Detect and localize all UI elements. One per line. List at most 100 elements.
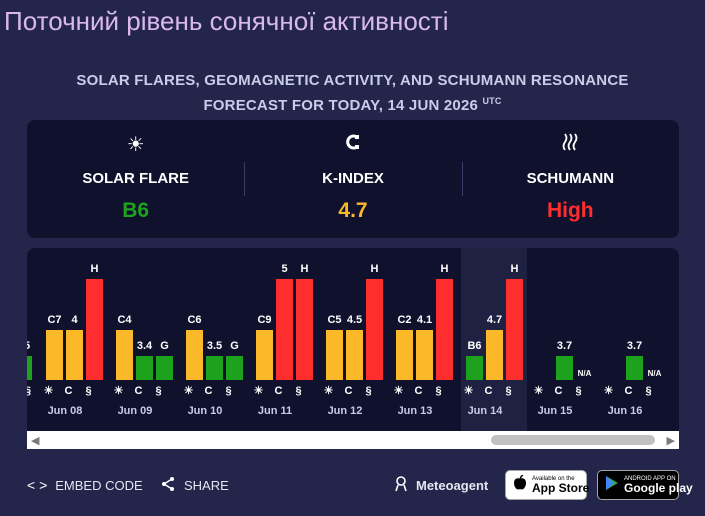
waves-icon: §	[225, 385, 231, 397]
waves-icon: §	[435, 385, 441, 397]
summary-value: High	[546, 199, 594, 222]
sun-icon: ☀	[254, 385, 264, 397]
chart-scrollbar[interactable]: ◀ ▶	[27, 431, 679, 449]
bar	[436, 279, 453, 380]
bar-label: 4	[71, 314, 78, 326]
summary-label: SOLAR FLARE	[82, 170, 189, 187]
bar-label: 4.1	[417, 314, 432, 326]
bar-label: 3.7	[557, 340, 572, 352]
bar-label: 5	[27, 340, 30, 352]
bar-label: 3.4	[137, 340, 153, 352]
summary-label: SCHUMANN	[526, 170, 615, 187]
bar-label: G	[160, 340, 169, 352]
app-store-button[interactable]: Available on the App Store	[505, 470, 589, 500]
google-play-button[interactable]: ANDROID APP ON Google play	[597, 470, 693, 500]
meteoagent-logo-icon	[394, 475, 408, 495]
bar-label: G	[230, 340, 239, 352]
meteoagent-link[interactable]: Meteoagent	[394, 468, 488, 502]
date-label: Jun 16	[608, 405, 643, 417]
magnet-icon: C	[485, 385, 493, 397]
scroll-left-arrow-icon[interactable]: ◀	[31, 435, 40, 447]
bar	[46, 330, 63, 380]
page-title: Поточний рівень сонячної активності	[4, 6, 449, 36]
bar	[396, 330, 413, 380]
bar-label: H	[441, 263, 449, 275]
scroll-right-arrow-icon[interactable]: ▶	[666, 435, 675, 447]
code-icon: < >	[27, 477, 48, 493]
waves-icon: §	[365, 385, 371, 397]
bar	[296, 279, 313, 380]
bar	[466, 356, 483, 380]
waves-icon: §	[575, 385, 581, 397]
bar	[626, 356, 643, 380]
bar	[506, 279, 523, 380]
bar-label: H	[301, 263, 309, 275]
summary-solar-flare: ☀ SOLAR FLARE B6	[27, 120, 244, 238]
sun-icon: ☀	[534, 385, 544, 397]
utc-label: UTC	[482, 96, 502, 106]
magnet-icon	[244, 132, 461, 158]
summary-panel: ☀ SOLAR FLARE B6 K-INDEX 4.7 SCHUMANN Hi…	[27, 120, 679, 238]
bar-label: 4.5	[347, 314, 362, 326]
magnet-icon: C	[625, 385, 633, 397]
bar-label: C7	[47, 314, 61, 326]
meteoagent-label: Meteoagent	[416, 477, 489, 493]
sun-icon: ☀	[604, 385, 614, 397]
bar	[226, 356, 243, 380]
magnet-icon: C	[205, 385, 213, 397]
embed-code-button[interactable]: < > EMBED CODE	[27, 468, 143, 502]
magnet-icon: C	[555, 385, 563, 397]
gplay-big-text: Google play	[624, 481, 693, 495]
magnet-icon: C	[135, 385, 143, 397]
waves-icon: §	[295, 385, 301, 397]
bar	[556, 356, 573, 380]
date-label: Jun 13	[398, 405, 433, 417]
sun-icon: ☀	[184, 385, 194, 397]
bar-label: 5	[281, 263, 287, 275]
date-label: Jun 12	[328, 405, 363, 417]
waves-icon: §	[645, 385, 651, 397]
bar-label: C4	[117, 314, 132, 326]
embed-code-label: EMBED CODE	[55, 477, 143, 493]
sun-icon: ☀	[394, 385, 404, 397]
bar-label: 3.7	[627, 340, 642, 352]
sun-icon: ☀	[44, 385, 54, 397]
play-icon	[605, 475, 619, 495]
summary-value: 4.7	[338, 199, 368, 222]
sun-icon: ☀	[114, 385, 124, 397]
bar-label: N/A	[648, 369, 662, 378]
bar	[416, 330, 433, 380]
sun-icon: ☀	[464, 385, 474, 397]
bar-label: C6	[187, 314, 201, 326]
bar-label: 3.5	[207, 340, 222, 352]
summary-k-index: K-INDEX 4.7	[244, 120, 461, 238]
bar-label: H	[91, 263, 99, 275]
bar	[346, 330, 363, 380]
bar	[136, 356, 153, 380]
bar-label: 4.7	[487, 314, 502, 326]
forecast-subtitle: SOLAR FLARES, GEOMAGNETIC ACTIVITY, AND …	[20, 70, 685, 116]
bar	[86, 279, 103, 380]
date-label: Jun 08	[48, 405, 83, 417]
share-button[interactable]: SHARE	[160, 468, 229, 502]
bar-label: H	[511, 263, 519, 275]
bar	[256, 330, 273, 380]
date-label: Jun 11	[258, 405, 292, 417]
bar-label: N/A	[578, 369, 592, 378]
bar-label: C2	[397, 314, 411, 326]
subtitle-line-2: FORECAST FOR TODAY, 14 JUN 2026 UTC	[20, 91, 685, 116]
date-label: Jun 10	[188, 405, 223, 417]
date-label: Jun 09	[118, 405, 153, 417]
share-label: SHARE	[184, 477, 229, 493]
summary-value: B6	[122, 199, 150, 222]
bar	[66, 330, 83, 380]
scroll-thumb[interactable]	[491, 435, 655, 445]
waves-icon: §	[85, 385, 91, 397]
subtitle-line-1: SOLAR FLARES, GEOMAGNETIC ACTIVITY, AND …	[76, 72, 629, 89]
gplay-small-text: ANDROID APP ON	[624, 476, 676, 482]
bar	[206, 356, 223, 380]
bar	[366, 279, 383, 380]
magnet-icon: C	[65, 385, 73, 397]
